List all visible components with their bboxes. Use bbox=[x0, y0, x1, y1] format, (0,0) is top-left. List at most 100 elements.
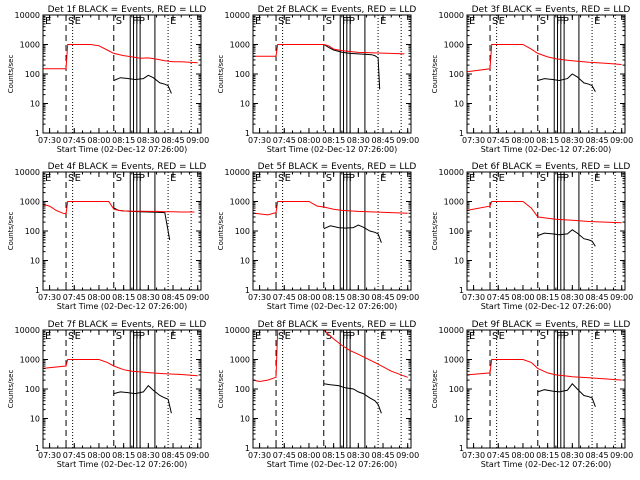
marker-label-3: E bbox=[285, 331, 291, 342]
y-tick-label: 10 bbox=[30, 100, 40, 109]
events-series-line bbox=[323, 383, 382, 414]
x-tick-label: 07:30 bbox=[38, 293, 61, 302]
marker-label-6: F bbox=[136, 173, 142, 184]
marker-label-1: E bbox=[255, 331, 261, 342]
y-tick-label: 10 bbox=[240, 100, 250, 109]
y-tick-label: 100 bbox=[235, 70, 250, 79]
events-series-line bbox=[113, 207, 171, 240]
marker-label-1: E bbox=[45, 173, 51, 184]
x-tick-label: 08:00 bbox=[297, 293, 320, 302]
marker-label-7: P bbox=[139, 16, 145, 27]
marker-label-7: P bbox=[563, 331, 569, 342]
y-tick-label: 10000 bbox=[439, 11, 464, 20]
x-tick-label: 08:45 bbox=[371, 136, 394, 145]
events-series-line bbox=[323, 44, 381, 90]
marker-label-3: E bbox=[75, 173, 81, 184]
x-tick-label: 07:30 bbox=[248, 136, 271, 145]
marker-label-3: E bbox=[499, 173, 505, 184]
x-tick-label: 08:30 bbox=[347, 293, 370, 302]
marker-label-7: P bbox=[349, 16, 355, 27]
plot-frame bbox=[42, 171, 202, 291]
marker-label-10: E bbox=[170, 173, 176, 184]
x-tick-label: 08:15 bbox=[112, 136, 135, 145]
marker-label-4: S bbox=[540, 331, 546, 342]
y-tick-label: 10000 bbox=[439, 168, 464, 177]
y-tick-label: 10000 bbox=[225, 11, 250, 20]
panel-title: Det 4f BLACK = Events, RED = LLD bbox=[48, 162, 207, 172]
marker-label-6: F bbox=[136, 16, 142, 27]
marker-label-7: P bbox=[349, 173, 355, 184]
y-tick-label: 100 bbox=[25, 227, 40, 236]
marker-label-2: S bbox=[68, 331, 74, 342]
y-axis-label: Counts/sec bbox=[7, 370, 15, 409]
plot-frame bbox=[252, 171, 412, 291]
x-tick-label: 08:15 bbox=[112, 293, 135, 302]
y-tick-label: 100 bbox=[449, 227, 464, 236]
marker-label-7: P bbox=[563, 16, 569, 27]
marker-label-10: E bbox=[170, 16, 176, 27]
plot-frame bbox=[466, 329, 626, 449]
y-tick-label: 1 bbox=[459, 286, 464, 295]
x-tick-label: 09:00 bbox=[610, 451, 633, 460]
panel-title: Det 9f BLACK = Events, RED = LLD bbox=[472, 320, 631, 330]
y-tick-label: 1000 bbox=[230, 41, 250, 50]
marker-label-2: S bbox=[492, 331, 498, 342]
x-tick-label: 09:00 bbox=[610, 136, 633, 145]
y-tick-label: 1000 bbox=[444, 356, 464, 365]
marker-label-4: S bbox=[116, 331, 122, 342]
y-tick-label: 1000 bbox=[230, 356, 250, 365]
events-series-line bbox=[113, 384, 172, 414]
x-tick-label: 09:00 bbox=[186, 293, 209, 302]
plot-frame bbox=[252, 14, 412, 134]
marker-label-3: E bbox=[499, 16, 505, 27]
x-tick-label: 07:30 bbox=[462, 136, 485, 145]
marker-label-4: S bbox=[540, 16, 546, 27]
marker-label-6: F bbox=[346, 331, 352, 342]
y-tick-label: 10 bbox=[454, 415, 464, 424]
events-series-line bbox=[323, 224, 382, 243]
x-axis-label: Start Time (02-Dec-12 07:26:00) bbox=[481, 460, 612, 469]
marker-label-5: F bbox=[556, 173, 562, 184]
x-tick-label: 08:00 bbox=[511, 293, 534, 302]
y-tick-label: 1 bbox=[459, 129, 464, 138]
marker-label-2: S bbox=[68, 16, 74, 27]
x-tick-label: 08:45 bbox=[585, 451, 608, 460]
marker-label-1: E bbox=[45, 331, 51, 342]
x-tick-label: 08:15 bbox=[112, 451, 135, 460]
x-tick-label: 07:45 bbox=[487, 451, 510, 460]
y-tick-label: 100 bbox=[449, 385, 464, 394]
panel-title: Det 2f BLACK = Events, RED = LLD bbox=[258, 5, 417, 15]
y-tick-label: 10 bbox=[454, 257, 464, 266]
marker-label-4: S bbox=[326, 16, 332, 27]
x-tick-label: 08:30 bbox=[347, 136, 370, 145]
x-tick-label: 08:15 bbox=[536, 136, 559, 145]
lld-series-line bbox=[252, 201, 408, 216]
x-tick-label: 08:30 bbox=[561, 451, 584, 460]
plot-frame bbox=[42, 14, 202, 134]
panel-title: Det 6f BLACK = Events, RED = LLD bbox=[472, 162, 631, 172]
marker-label-2: S bbox=[278, 173, 284, 184]
marker-label-1: E bbox=[469, 16, 475, 27]
marker-label-5: F bbox=[342, 16, 348, 27]
y-tick-label: 1000 bbox=[20, 356, 40, 365]
x-axis-label: Start Time (02-Dec-12 07:26:00) bbox=[267, 145, 398, 154]
lld-series-line bbox=[253, 44, 405, 57]
x-tick-label: 07:45 bbox=[487, 293, 510, 302]
x-tick-label: 08:30 bbox=[137, 451, 160, 460]
x-axis-label: Start Time (02-Dec-12 07:26:00) bbox=[57, 302, 188, 311]
y-axis-label: Counts/sec bbox=[7, 55, 15, 94]
x-tick-label: 07:45 bbox=[487, 136, 510, 145]
x-tick-label: 08:30 bbox=[137, 293, 160, 302]
y-axis-label: Counts/sec bbox=[217, 370, 225, 409]
y-tick-label: 1000 bbox=[20, 198, 40, 207]
marker-label-2: S bbox=[278, 16, 284, 27]
marker-label-5: F bbox=[556, 331, 562, 342]
events-series-line bbox=[537, 229, 596, 247]
x-tick-label: 08:00 bbox=[297, 136, 320, 145]
x-tick-label: 08:45 bbox=[161, 451, 184, 460]
lld-series-line bbox=[466, 359, 622, 381]
